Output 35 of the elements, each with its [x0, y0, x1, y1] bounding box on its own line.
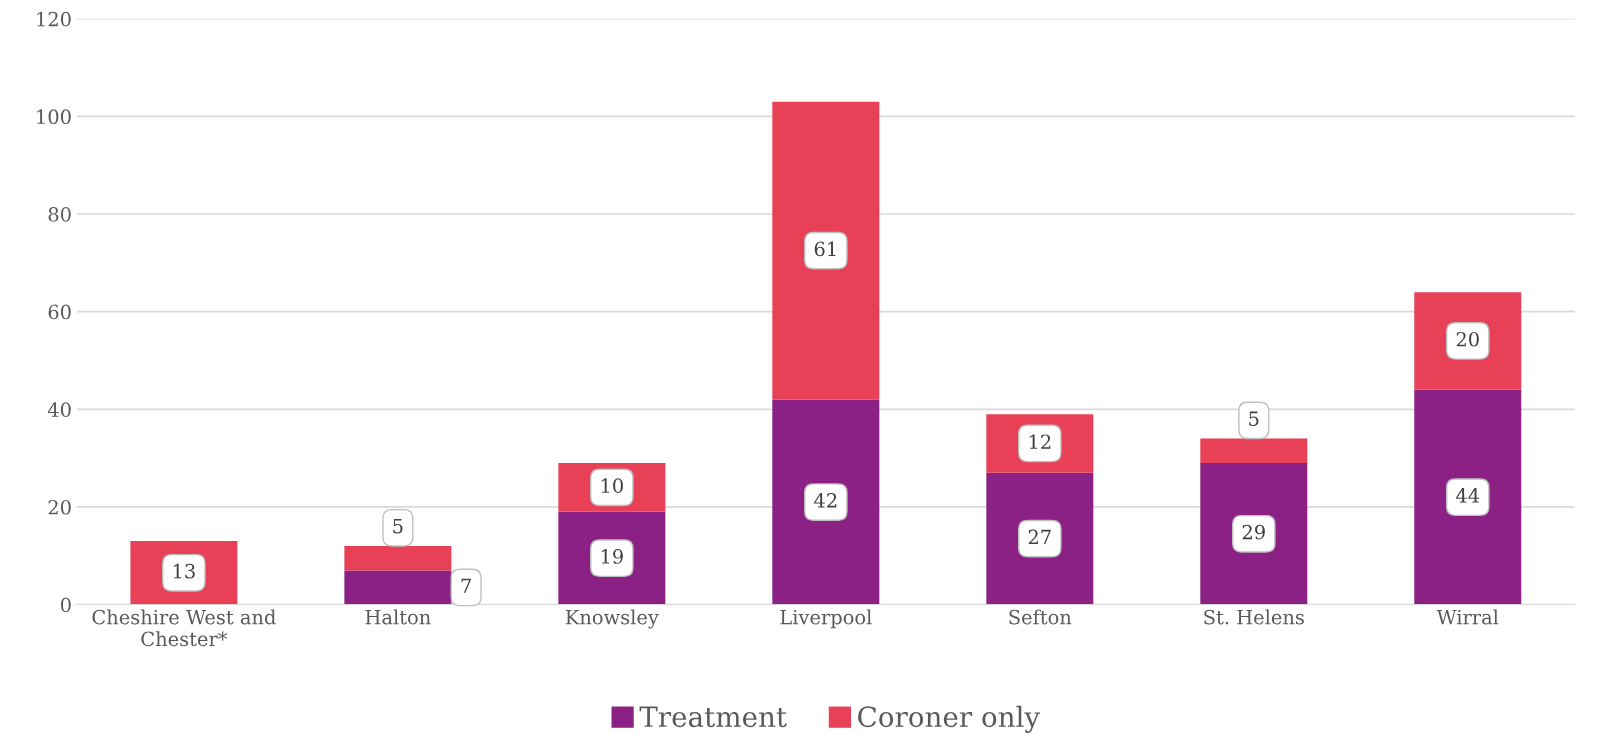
y-tick-label: 0 [60, 597, 71, 613]
x-tick-label: Sefton [1009, 609, 1072, 625]
y-tick-label: 100 [37, 109, 71, 125]
bar [1414, 389, 1522, 605]
x-tick-label: Cheshire West and Chester* [92, 609, 276, 647]
data-label: 44 [1456, 488, 1480, 503]
bar [1200, 438, 1308, 463]
data-label: 19 [601, 549, 623, 564]
data-label: 5 [1249, 411, 1259, 427]
y-tick-label: 20 [48, 499, 71, 515]
x-tick-label: Wirral [1436, 609, 1499, 625]
data-label: 27 [1028, 529, 1051, 545]
data-label: 10 [601, 478, 623, 494]
data-label: 42 [814, 492, 837, 508]
x-tick-label: Halton [365, 609, 431, 625]
bar [772, 399, 880, 605]
data-label: 13 [173, 563, 195, 579]
bar [344, 545, 452, 571]
data-label: 12 [1029, 434, 1051, 449]
bar [1200, 462, 1308, 605]
data-label: 20 [1456, 331, 1479, 347]
data-label: 5 [393, 518, 403, 534]
x-tick-label: St. Helens [1204, 609, 1304, 625]
y-tick-label: 60 [48, 304, 71, 320]
data-label: 29 [1242, 524, 1265, 540]
y-tick-label: 40 [47, 402, 71, 417]
legend-label: Coroner only [858, 705, 1041, 733]
y-tick-label: 120 [37, 11, 71, 27]
y-tick-label: 80 [48, 206, 71, 222]
x-tick-label: Liverpool [780, 609, 872, 629]
data-label: 7 [461, 578, 471, 593]
data-label: 61 [814, 241, 836, 257]
bar [772, 101, 880, 400]
x-tick-label: Knowsley [565, 609, 659, 629]
legend-label: Treatment [639, 706, 787, 728]
